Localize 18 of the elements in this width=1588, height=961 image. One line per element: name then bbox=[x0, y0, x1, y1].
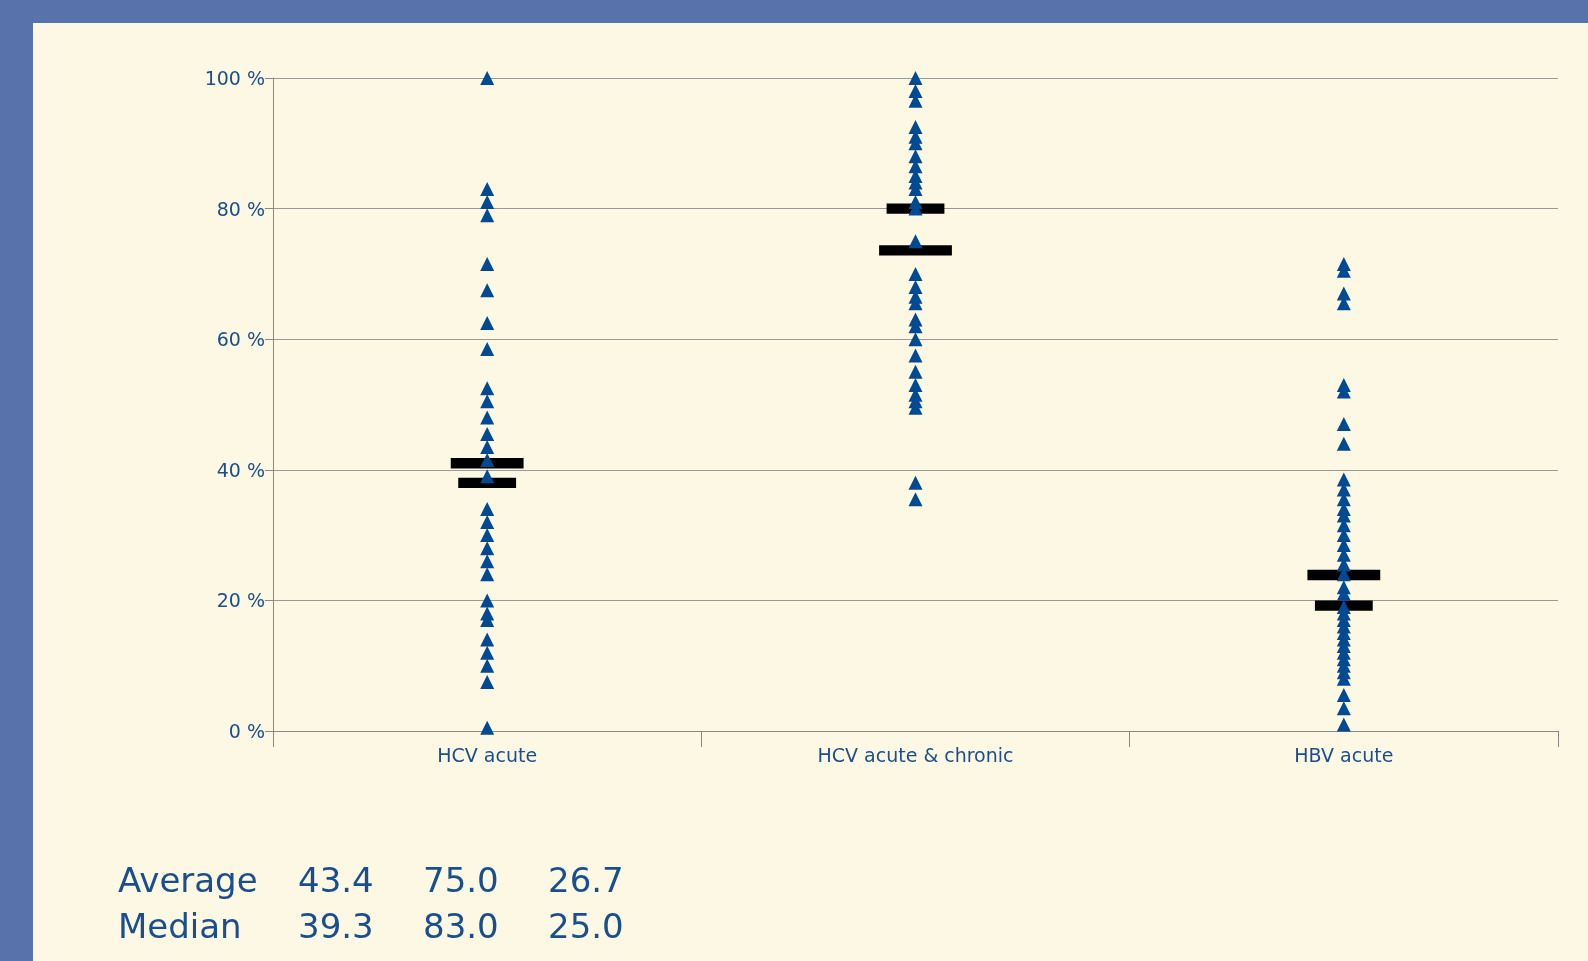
y-tick-label: 100 % bbox=[204, 67, 265, 89]
y-tick-label: 80 % bbox=[216, 197, 265, 220]
y-tick-label: 40 % bbox=[216, 458, 265, 481]
text: Average bbox=[118, 860, 258, 900]
text: 25.0 bbox=[548, 906, 624, 946]
text: 75.0 bbox=[423, 860, 499, 900]
bar bbox=[879, 245, 952, 256]
text: 43.4 bbox=[298, 860, 374, 900]
x-tick-label: HBV acute bbox=[1294, 743, 1394, 766]
text: Median bbox=[118, 906, 242, 946]
y-tick-label: 20 % bbox=[216, 589, 265, 612]
text: 26.7 bbox=[548, 860, 624, 900]
x-tick-label: HCV acute bbox=[437, 743, 538, 766]
text: 83.0 bbox=[423, 906, 499, 946]
text: 39.3 bbox=[298, 906, 374, 946]
y-tick-label: 60 % bbox=[216, 328, 265, 351]
x-tick-label: HCV acute & chronic bbox=[817, 743, 1014, 766]
y-tick-label: 0 % bbox=[228, 720, 265, 742]
